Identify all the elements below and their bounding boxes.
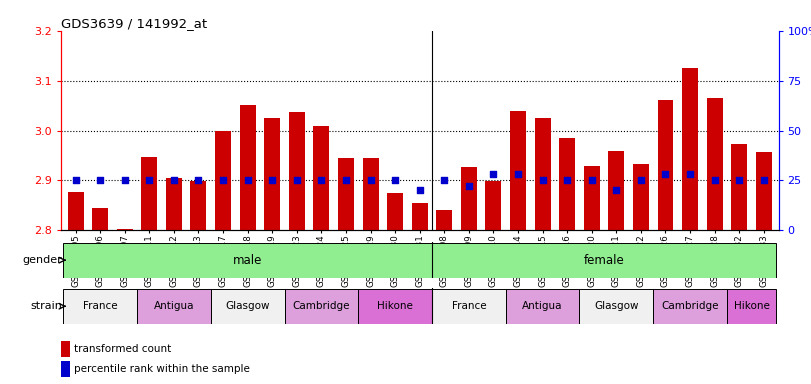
Bar — [432, 243, 776, 278]
Point — [217, 177, 230, 184]
Point — [462, 184, 475, 190]
Point — [708, 177, 721, 184]
Point — [413, 187, 426, 194]
Bar — [239, 104, 255, 230]
Bar — [756, 152, 772, 230]
Bar — [63, 289, 137, 324]
Bar — [117, 229, 133, 230]
Point — [364, 177, 377, 184]
Point — [733, 177, 746, 184]
Point — [266, 177, 279, 184]
Text: Hikone: Hikone — [734, 301, 770, 311]
Point — [167, 177, 180, 184]
Bar — [285, 289, 358, 324]
Text: Antigua: Antigua — [522, 301, 563, 311]
Bar — [658, 99, 673, 230]
Point — [684, 171, 697, 177]
Point — [536, 177, 549, 184]
Bar — [141, 157, 157, 230]
Point — [512, 171, 525, 177]
Bar — [633, 164, 649, 230]
Bar — [363, 158, 379, 230]
Point — [487, 171, 500, 177]
Bar — [432, 289, 506, 324]
Bar — [338, 158, 354, 230]
Point — [340, 177, 353, 184]
Bar — [510, 111, 526, 230]
Text: France: France — [452, 301, 486, 311]
Text: strain: strain — [30, 301, 62, 311]
Bar — [653, 289, 727, 324]
Text: gender: gender — [23, 255, 62, 265]
Point — [192, 177, 205, 184]
Bar — [534, 118, 551, 230]
Point — [93, 177, 106, 184]
Point — [241, 177, 254, 184]
Bar — [358, 289, 432, 324]
Bar — [92, 209, 108, 230]
Point — [315, 177, 328, 184]
Bar — [67, 192, 84, 230]
Bar — [732, 144, 747, 230]
Bar — [387, 193, 403, 230]
Bar — [412, 203, 427, 230]
Point — [438, 177, 451, 184]
Point — [659, 171, 672, 177]
Bar — [580, 289, 653, 324]
Bar — [608, 151, 624, 230]
Bar — [63, 243, 432, 278]
Bar — [264, 118, 281, 230]
Bar — [506, 289, 580, 324]
Bar — [486, 182, 501, 230]
Point — [143, 177, 156, 184]
Point — [560, 177, 573, 184]
Text: Glasgow: Glasgow — [594, 301, 638, 311]
Bar — [191, 182, 207, 230]
Bar — [211, 289, 285, 324]
Bar — [727, 289, 776, 324]
Point — [586, 177, 599, 184]
Point — [290, 177, 303, 184]
Bar — [706, 98, 723, 230]
Bar — [682, 68, 698, 230]
Text: Cambridge: Cambridge — [661, 301, 719, 311]
Bar — [61, 361, 70, 377]
Bar — [461, 167, 477, 230]
Text: Glasgow: Glasgow — [225, 301, 270, 311]
Text: GDS3639 / 141992_at: GDS3639 / 141992_at — [61, 17, 207, 30]
Text: Hikone: Hikone — [377, 301, 413, 311]
Bar — [559, 138, 575, 230]
Text: male: male — [233, 254, 262, 266]
Text: percentile rank within the sample: percentile rank within the sample — [74, 364, 250, 374]
Bar — [166, 178, 182, 230]
Bar — [313, 126, 329, 230]
Bar — [584, 166, 600, 230]
Point — [610, 187, 623, 194]
Point — [118, 177, 131, 184]
Bar — [289, 112, 305, 230]
Point — [634, 177, 647, 184]
Bar — [61, 341, 70, 357]
Point — [69, 177, 82, 184]
Bar — [436, 210, 453, 230]
Point — [388, 177, 401, 184]
Text: Antigua: Antigua — [153, 301, 194, 311]
Point — [757, 177, 770, 184]
Text: transformed count: transformed count — [74, 344, 171, 354]
Text: female: female — [584, 254, 624, 266]
Text: Cambridge: Cambridge — [293, 301, 350, 311]
Text: France: France — [83, 301, 118, 311]
Bar — [215, 131, 231, 230]
Bar — [137, 289, 211, 324]
